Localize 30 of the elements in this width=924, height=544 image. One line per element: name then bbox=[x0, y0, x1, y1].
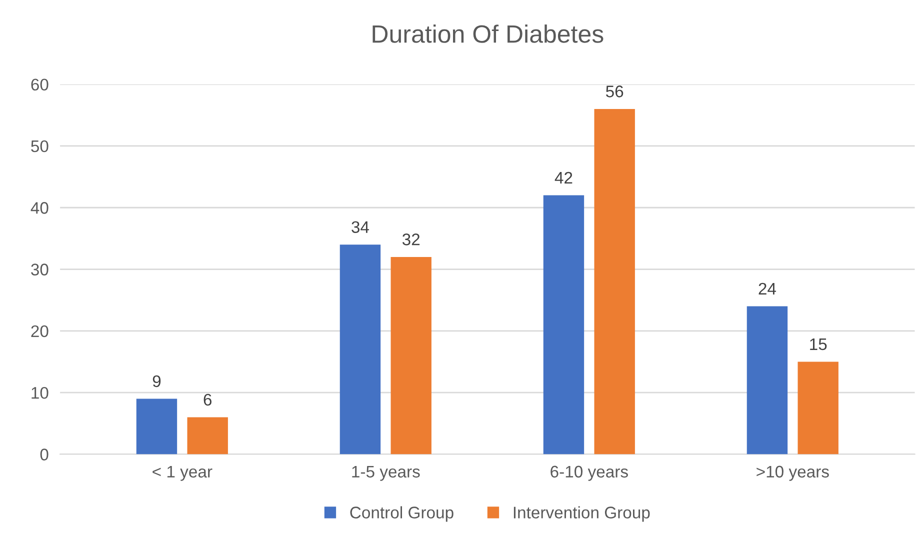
x-tick-label: < 1 year bbox=[152, 466, 212, 481]
bar bbox=[594, 108, 635, 454]
bar bbox=[187, 417, 228, 454]
y-tick-label: 40 bbox=[30, 202, 48, 214]
data-label: 24 bbox=[758, 282, 776, 294]
chart-title: Duration Of Diabetes bbox=[372, 24, 604, 43]
legend-label: Control Group bbox=[350, 506, 454, 522]
data-label: 15 bbox=[810, 338, 827, 350]
y-tick-label: 0 bbox=[40, 448, 48, 460]
y-tick-label: 30 bbox=[31, 264, 48, 276]
legend-label: Intervention Group bbox=[514, 506, 650, 522]
data-label: 32 bbox=[402, 234, 420, 246]
y-tick-label: 50 bbox=[31, 140, 48, 152]
bar bbox=[390, 256, 432, 454]
y-tick-label: 20 bbox=[31, 325, 48, 338]
data-label: 34 bbox=[352, 221, 370, 233]
bar bbox=[136, 398, 178, 454]
bar bbox=[798, 362, 838, 454]
bar bbox=[543, 195, 584, 454]
y-tick-label: 10 bbox=[32, 386, 48, 399]
data-label: 56 bbox=[606, 86, 624, 98]
data-label: 9 bbox=[152, 375, 161, 388]
data-label: 6 bbox=[204, 394, 212, 406]
x-tick-label: 1-5 years bbox=[352, 466, 420, 481]
x-tick-label: 6-10 years bbox=[550, 466, 628, 481]
y-tick-label: 60 bbox=[31, 78, 48, 91]
bar bbox=[746, 306, 788, 454]
data-label: 42 bbox=[554, 172, 572, 184]
x-tick-label: >10 years bbox=[756, 466, 829, 481]
bar bbox=[340, 244, 381, 454]
